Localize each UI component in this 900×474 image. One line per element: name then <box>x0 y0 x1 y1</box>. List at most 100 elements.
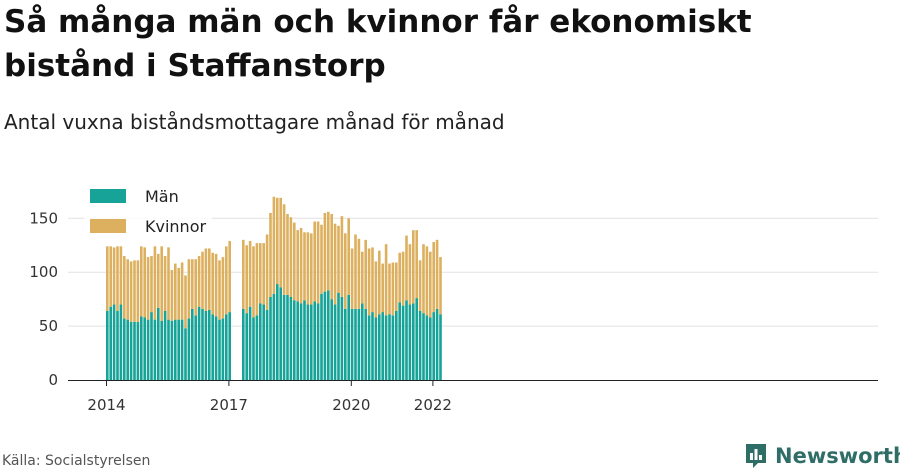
bar-man <box>184 328 187 380</box>
bar-kvinnor <box>364 239 367 309</box>
bar-man <box>320 293 323 380</box>
bar-man <box>157 307 160 380</box>
bar-kvinnor <box>347 218 350 295</box>
bar-kvinnor <box>146 257 150 320</box>
bar-man <box>408 304 412 380</box>
bar-man <box>381 312 384 380</box>
bar-kvinnor <box>418 260 422 312</box>
y-tick-label: 0 <box>48 371 58 389</box>
bar-kvinnor <box>153 246 157 320</box>
bar-man <box>418 311 422 380</box>
chart-subtitle: Antal vuxna biståndsmottagare månad för … <box>4 110 505 134</box>
bar-man <box>425 315 429 380</box>
bar-kvinnor <box>381 263 384 313</box>
bar-man <box>242 308 245 380</box>
bar-kvinnor <box>214 253 218 317</box>
bar-man <box>432 312 435 380</box>
bar-man <box>150 312 153 380</box>
bar-kvinnor <box>218 260 221 320</box>
bar-kvinnor <box>191 259 194 309</box>
bar-kvinnor <box>439 257 442 315</box>
bar-man <box>204 311 208 380</box>
bar-kvinnor <box>388 263 391 315</box>
bar-kvinnor <box>429 251 432 318</box>
bar-man <box>330 299 333 380</box>
bar-kvinnor <box>248 240 252 307</box>
bar-man <box>269 296 272 380</box>
bar-kvinnor <box>170 270 174 321</box>
bar-man <box>395 311 398 380</box>
bar-man <box>439 314 442 380</box>
y-tick-label: 50 <box>39 317 58 335</box>
bar-man <box>296 301 299 380</box>
brand-logo[interactable]: Newsworthy <box>744 441 900 471</box>
bar-man <box>194 315 197 380</box>
bar-man <box>388 314 391 380</box>
bar-kvinnor <box>405 235 408 301</box>
bar-kvinnor <box>197 256 201 307</box>
bar-man <box>174 319 177 380</box>
bar-man <box>344 308 347 380</box>
bar-kvinnor <box>384 244 388 316</box>
bar-kvinnor <box>340 216 344 297</box>
bar-kvinnor <box>160 246 163 321</box>
bar-man <box>109 306 112 380</box>
bar-kvinnor <box>279 197 282 288</box>
bar-kvinnor <box>269 212 272 297</box>
bar-kvinnor <box>327 211 330 291</box>
bar-kvinnor <box>306 232 310 305</box>
bar-man <box>374 317 378 380</box>
bar-kvinnor <box>310 233 313 305</box>
bar-man <box>252 317 255 380</box>
bar-man <box>187 318 191 380</box>
bar-man <box>146 319 150 380</box>
bar-man <box>357 308 361 380</box>
bar-man <box>160 320 163 380</box>
bar-man <box>129 321 133 380</box>
bar-kvinnor <box>194 259 197 316</box>
bar-man <box>435 308 439 380</box>
bar-man <box>299 303 303 380</box>
bar-man <box>191 308 194 380</box>
legend-label-man: Män <box>145 187 179 206</box>
bar-kvinnor <box>136 260 140 322</box>
bar-man <box>123 318 126 380</box>
bar-kvinnor <box>184 275 187 329</box>
bar-kvinnor <box>228 240 231 313</box>
bar-kvinnor <box>408 244 412 305</box>
bar-man <box>106 311 109 380</box>
bar-kvinnor <box>432 242 435 313</box>
bar-man <box>398 302 401 380</box>
bar-kvinnor <box>289 217 293 297</box>
bar-man <box>412 303 415 380</box>
bar-kvinnor <box>354 234 357 309</box>
bar-kvinnor <box>395 262 398 312</box>
bar-man <box>323 291 327 380</box>
bar-man <box>361 303 364 380</box>
bar-man <box>405 300 408 380</box>
bar-kvinnor <box>323 212 327 292</box>
bar-kvinnor <box>316 221 320 304</box>
bar-kvinnor <box>150 256 153 313</box>
bar-kvinnor <box>157 253 160 308</box>
newsworthy-logo-icon <box>746 444 766 468</box>
bar-man <box>262 304 265 380</box>
bar-kvinnor <box>276 197 279 285</box>
bar-man <box>218 319 221 380</box>
bar-man <box>293 300 296 380</box>
bar-kvinnor <box>106 246 109 312</box>
bar-man <box>401 305 405 380</box>
bar-kvinnor <box>296 230 299 302</box>
bar-man <box>170 320 174 380</box>
bar-kvinnor <box>398 252 401 303</box>
source-note: Källa: Socialstyrelsen <box>2 453 151 469</box>
x-tick-label: 2020 <box>332 396 370 414</box>
bar-man <box>259 303 262 380</box>
bar-kvinnor <box>140 246 143 317</box>
bar-kvinnor <box>109 246 112 307</box>
bar-man <box>333 304 337 380</box>
bar-kvinnor <box>123 256 126 319</box>
bar-man <box>208 309 211 380</box>
bar-kvinnor <box>286 213 289 295</box>
